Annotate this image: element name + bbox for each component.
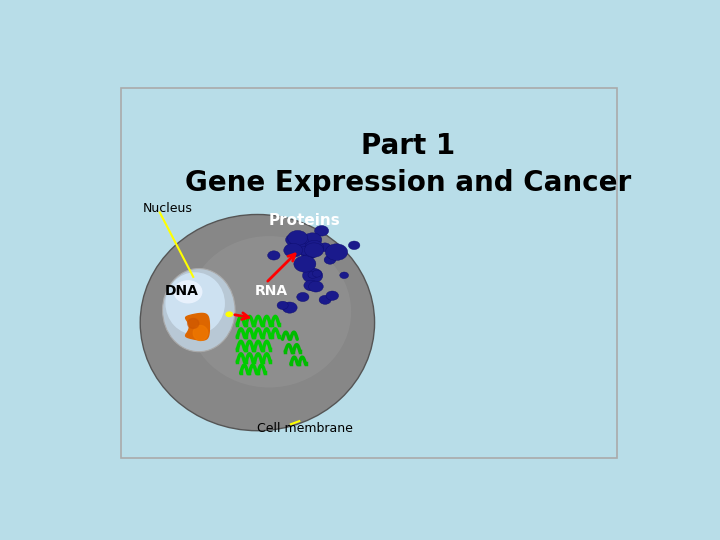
Circle shape (326, 291, 338, 300)
Text: RNA: RNA (255, 285, 288, 299)
Circle shape (286, 234, 302, 246)
Ellipse shape (166, 272, 225, 335)
Circle shape (284, 244, 302, 258)
Circle shape (308, 240, 321, 249)
Circle shape (302, 268, 323, 283)
Circle shape (305, 240, 324, 254)
Text: Cell membrane: Cell membrane (257, 422, 353, 435)
Circle shape (324, 255, 336, 264)
Circle shape (307, 247, 319, 255)
Circle shape (300, 246, 318, 259)
Circle shape (277, 301, 288, 309)
Text: Nucleus: Nucleus (143, 202, 193, 215)
Circle shape (305, 243, 324, 257)
Circle shape (268, 251, 280, 260)
Ellipse shape (140, 214, 374, 431)
Text: Proteins: Proteins (269, 213, 341, 228)
Circle shape (325, 244, 348, 260)
Circle shape (340, 272, 348, 279)
Circle shape (319, 243, 330, 252)
Circle shape (309, 281, 323, 292)
Circle shape (299, 247, 310, 255)
Polygon shape (186, 313, 210, 340)
Polygon shape (193, 326, 208, 341)
Bar (121, 87, 617, 458)
Circle shape (288, 231, 307, 245)
Polygon shape (188, 319, 199, 328)
Circle shape (315, 226, 328, 236)
Ellipse shape (163, 268, 235, 352)
Circle shape (319, 295, 331, 305)
Ellipse shape (187, 236, 351, 388)
Circle shape (348, 241, 360, 249)
Circle shape (294, 256, 316, 272)
Circle shape (301, 240, 318, 253)
Circle shape (308, 271, 318, 278)
Circle shape (303, 233, 322, 247)
Ellipse shape (174, 280, 202, 303)
Text: Part 1
Gene Expression and Cancer: Part 1 Gene Expression and Cancer (185, 132, 631, 197)
Circle shape (297, 293, 309, 301)
Circle shape (304, 280, 318, 291)
Text: DNA: DNA (165, 285, 199, 299)
Circle shape (312, 270, 322, 277)
Circle shape (303, 249, 315, 258)
Circle shape (225, 312, 233, 317)
Circle shape (290, 234, 308, 248)
Circle shape (292, 242, 308, 254)
Circle shape (282, 302, 297, 313)
